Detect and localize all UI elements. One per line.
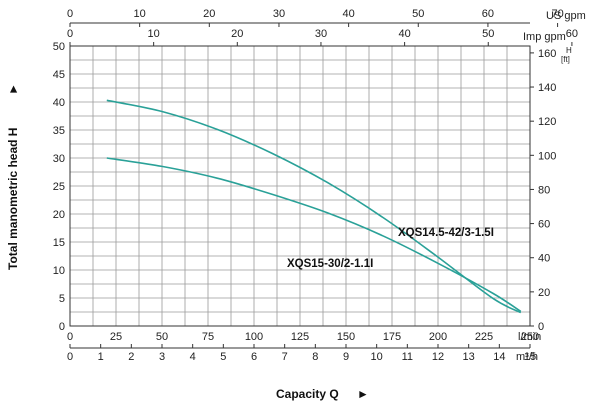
y-tick-label-left: 25 bbox=[53, 181, 65, 193]
x-tick-label-lmin: 175 bbox=[383, 331, 401, 343]
x-tick-label-usgpm: 50 bbox=[412, 8, 424, 20]
y-tick-label-left: 35 bbox=[53, 125, 65, 137]
x-tick-label-impgpm: 0 bbox=[67, 28, 73, 40]
unit-ft: [ft] bbox=[561, 55, 570, 64]
y-tick-label-right: 80 bbox=[538, 184, 550, 196]
x-tick-label-lmin: 25 bbox=[110, 331, 122, 343]
x-axis-title: Capacity Q bbox=[276, 387, 339, 401]
x-tick-label-usgpm: 10 bbox=[134, 8, 146, 20]
plot-frame bbox=[69, 45, 531, 327]
x-tick-label-m3h: 13 bbox=[463, 351, 475, 363]
x-tick-label-usgpm: 20 bbox=[203, 8, 215, 20]
x-tick-label-m3h: 9 bbox=[343, 351, 349, 363]
y-tick-label-right: 120 bbox=[538, 116, 556, 128]
tick-labels: 0510152025303540455002040608010012014016… bbox=[53, 8, 578, 363]
y-tick-label-left: 20 bbox=[53, 209, 65, 221]
unit-imp-gpm: Imp gpm bbox=[523, 31, 566, 43]
x-tick-label-m3h: 3 bbox=[159, 351, 165, 363]
x-tick-label-lmin: 150 bbox=[337, 331, 355, 343]
x-tick-label-m3h: 2 bbox=[128, 351, 134, 363]
x-tick-label-usgpm: 0 bbox=[67, 8, 73, 20]
y-axis-title: Total manometric head H bbox=[6, 128, 20, 270]
series-lines bbox=[106, 99, 522, 314]
x-tick-label-m3h: 5 bbox=[220, 351, 226, 363]
y-tick-label-right: 160 bbox=[538, 48, 556, 60]
x-tick-label-m3h: 12 bbox=[432, 351, 444, 363]
x-tick-label-lmin: 50 bbox=[156, 331, 168, 343]
series-label-xqs15: XQS15-30/2-1.1I bbox=[287, 258, 373, 270]
y-tick-label-right: 20 bbox=[538, 287, 550, 299]
unit-l-min: l/min bbox=[518, 331, 541, 343]
y-tick-label-right: 60 bbox=[538, 219, 550, 231]
y-tick-label-right: 0 bbox=[538, 321, 544, 333]
x-tick-label-lmin: 0 bbox=[67, 331, 73, 343]
series-line-1 bbox=[106, 157, 522, 313]
x-tick-label-lmin: 100 bbox=[245, 331, 263, 343]
x-tick-label-m3h: 11 bbox=[402, 351, 413, 363]
y-tick-label-left: 10 bbox=[53, 265, 65, 277]
x-tick-label-m3h: 4 bbox=[190, 351, 196, 363]
x-tick-label-m3h: 7 bbox=[282, 351, 288, 363]
x-tick-label-lmin: 250 bbox=[521, 331, 539, 343]
y-tick-label-left: 15 bbox=[53, 237, 65, 249]
y-tick-label-left: 30 bbox=[53, 153, 65, 165]
x-tick-label-impgpm: 10 bbox=[148, 28, 160, 40]
y-tick-label-left: 50 bbox=[53, 41, 65, 53]
x-tick-label-m3h: 14 bbox=[493, 351, 505, 363]
x-tick-label-m3h: 8 bbox=[312, 351, 318, 363]
x-tick-label-usgpm: 70 bbox=[551, 8, 563, 20]
y-tick-label-right: 140 bbox=[538, 82, 556, 94]
x-tick-label-lmin: 200 bbox=[429, 331, 447, 343]
x-tick-label-m3h: 0 bbox=[67, 351, 73, 363]
unit-m3h: m³/h bbox=[516, 351, 538, 363]
x-tick-label-usgpm: 40 bbox=[342, 8, 354, 20]
x-tick-label-m3h: 10 bbox=[371, 351, 383, 363]
series-line-0 bbox=[106, 99, 522, 314]
y-tick-label-right: 40 bbox=[538, 253, 550, 265]
x-tick-label-lmin: 125 bbox=[291, 331, 309, 343]
x-tick-label-impgpm: 50 bbox=[482, 28, 494, 40]
x-tick-label-lmin: 75 bbox=[202, 331, 214, 343]
x-tick-label-impgpm: 60 bbox=[566, 28, 578, 40]
series-label-xqs14-5: XQS14.5-42/3-1.5I bbox=[398, 227, 494, 239]
y-tick-label-left: 45 bbox=[53, 69, 65, 81]
unit-us-gpm: US gpm bbox=[546, 10, 586, 22]
x-tick-label-usgpm: 60 bbox=[482, 8, 494, 20]
x-tick-label-m3h: 1 bbox=[98, 351, 104, 363]
grid bbox=[69, 45, 531, 327]
x-axis-arrow: ► bbox=[357, 387, 369, 401]
x-tick-label-impgpm: 40 bbox=[398, 28, 410, 40]
y-tick-label-right: 100 bbox=[538, 150, 556, 162]
y-tick-label-left: 5 bbox=[59, 293, 65, 305]
y-axis-arrow: ► bbox=[6, 83, 20, 95]
x-tick-label-impgpm: 30 bbox=[315, 28, 327, 40]
x-tick-label-impgpm: 20 bbox=[231, 28, 243, 40]
x-tick-label-m3h: 6 bbox=[251, 351, 257, 363]
x-tick-label-m3h: 15 bbox=[524, 351, 536, 363]
y-tick-label-left: 0 bbox=[59, 321, 65, 333]
x-tick-label-usgpm: 30 bbox=[273, 8, 285, 20]
x-tick-label-lmin: 225 bbox=[475, 331, 493, 343]
unit-h: H bbox=[566, 46, 572, 55]
y-tick-label-left: 40 bbox=[53, 97, 65, 109]
